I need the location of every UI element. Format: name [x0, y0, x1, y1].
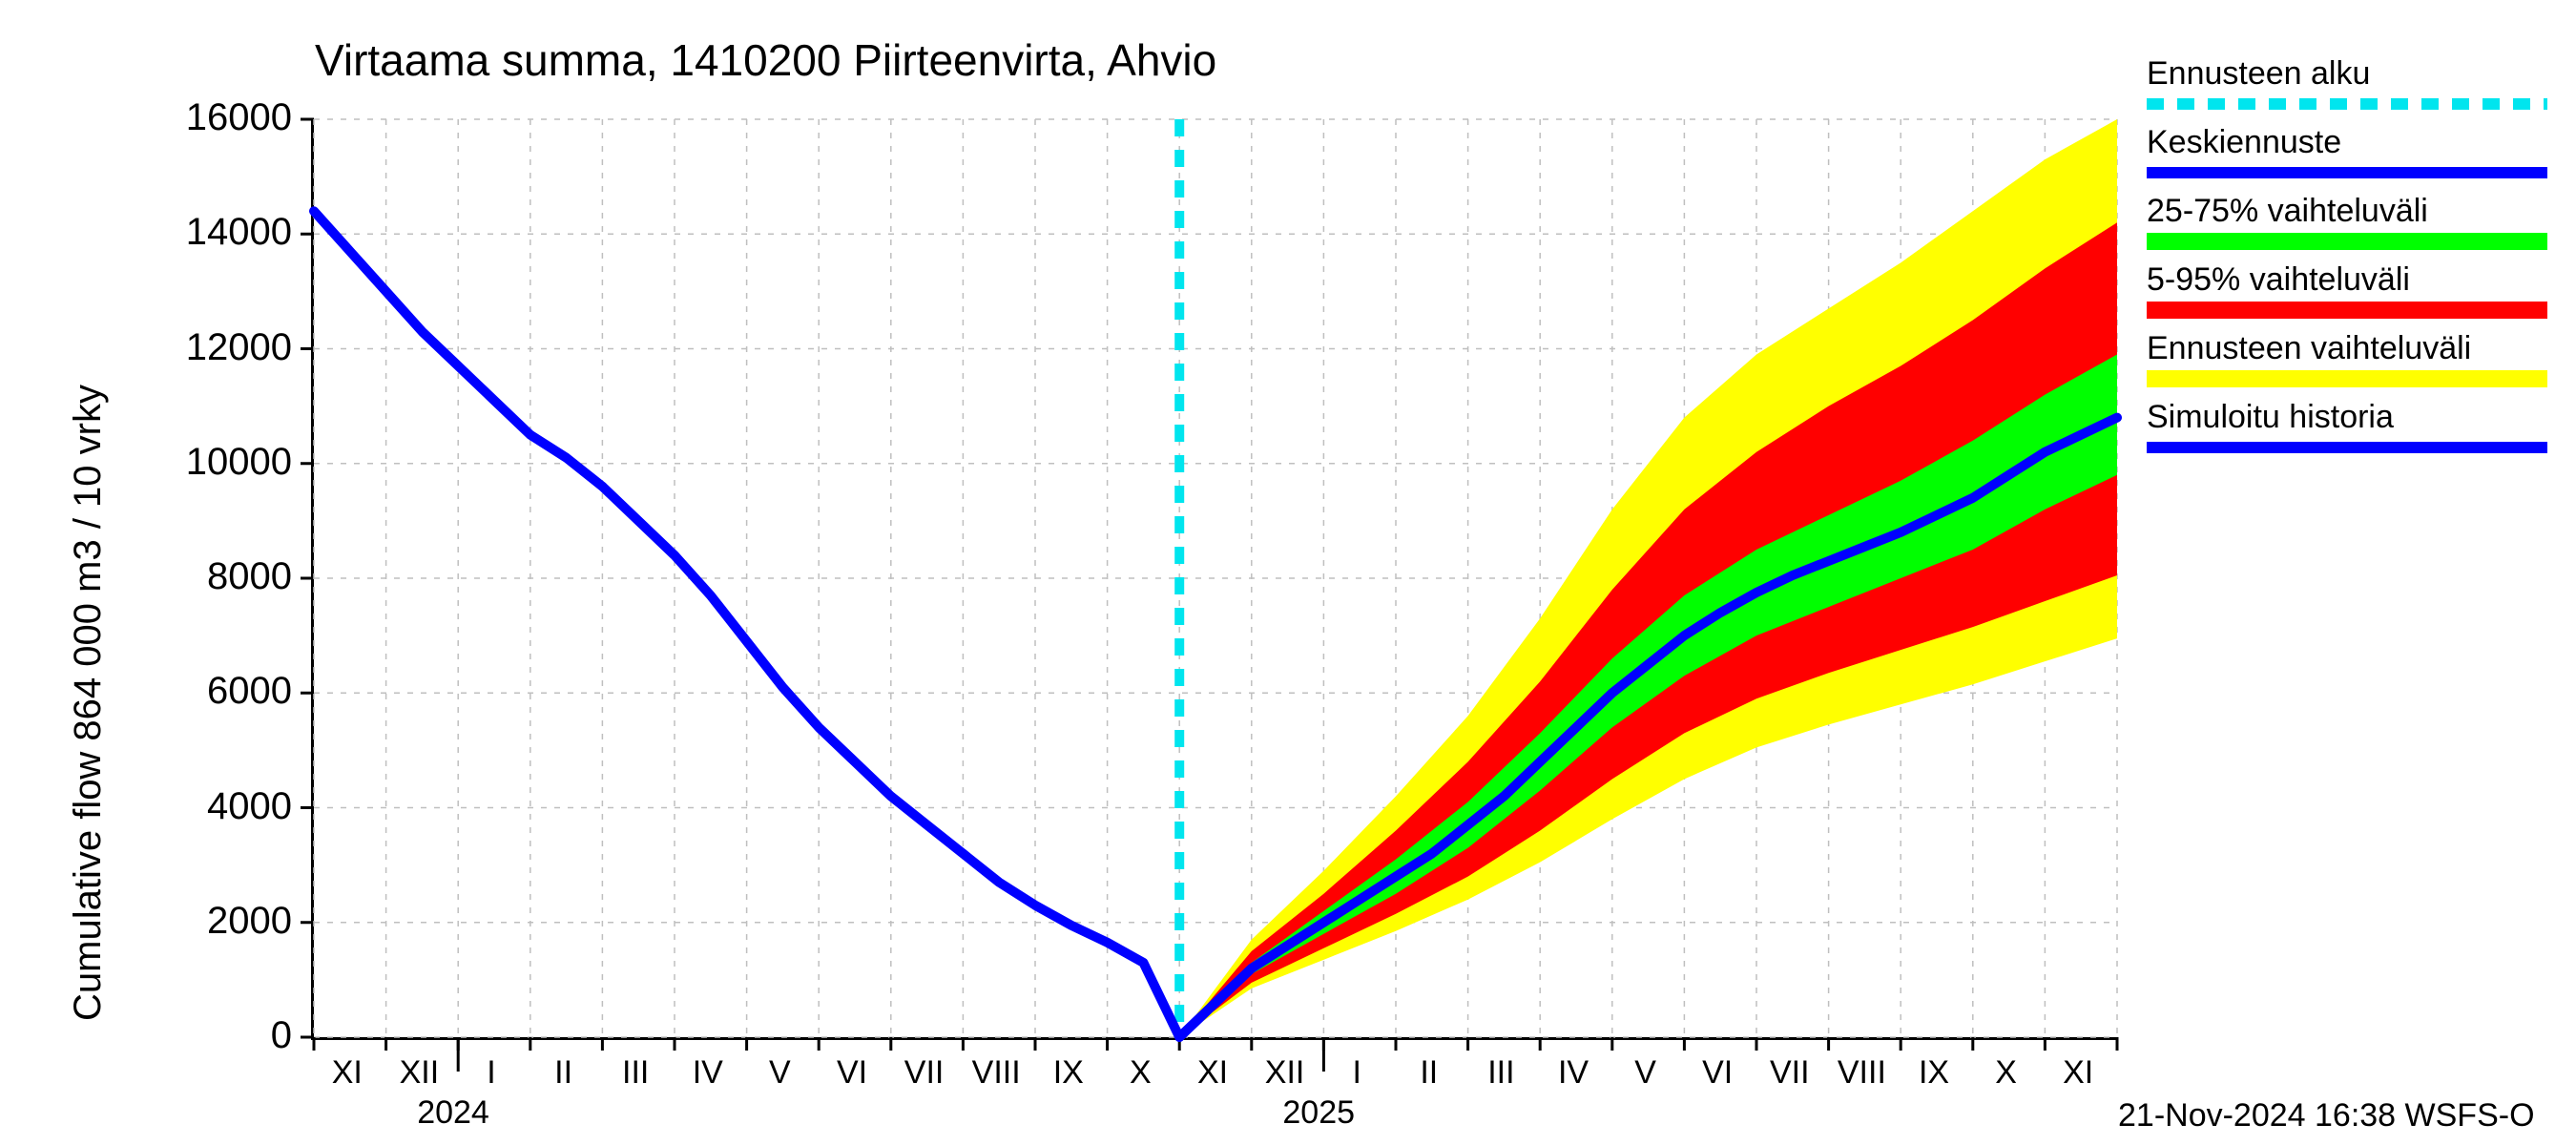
x-tick-label: IX: [1896, 1054, 1972, 1092]
x-tick-label: VIII: [1823, 1054, 1900, 1092]
x-tick-label: IX: [1030, 1054, 1107, 1092]
y-tick-label: 16000: [158, 96, 292, 139]
x-tick-label: I: [1319, 1054, 1395, 1092]
legend-swatch: [2147, 442, 2547, 453]
x-tick-label: X: [1968, 1054, 2045, 1092]
y-tick-label: 8000: [158, 555, 292, 598]
x-tick-label: III: [1463, 1054, 1539, 1092]
x-tick-label: XI: [309, 1054, 385, 1092]
x-tick-label: VIII: [958, 1054, 1034, 1092]
legend-item: 25-75% vaihteluväli: [2147, 193, 2557, 261]
x-tick-label: II: [1391, 1054, 1467, 1092]
legend-item: Ennusteen alku: [2147, 55, 2557, 124]
chart-title: Virtaama summa, 1410200 Piirteenvirta, A…: [315, 34, 1216, 86]
x-tick-label: VI: [1679, 1054, 1755, 1092]
x-tick-label: X: [1102, 1054, 1178, 1092]
legend-item: 5-95% vaihteluväli: [2147, 261, 2557, 330]
y-tick-label: 10000: [158, 441, 292, 484]
legend-label: Keskiennuste: [2147, 124, 2341, 161]
legend-label: Ennusteen vaihteluväli: [2147, 330, 2471, 367]
plot-svg: [314, 119, 2117, 1037]
chart-container: Virtaama summa, 1410200 Piirteenvirta, A…: [0, 0, 2576, 1145]
x-tick-label: XI: [1174, 1054, 1251, 1092]
x-tick-label: VII: [1752, 1054, 1828, 1092]
x-tick-label: I: [453, 1054, 530, 1092]
legend-swatch: [2147, 233, 2547, 250]
legend-item: Keskiennuste: [2147, 124, 2557, 193]
y-tick-label: 0: [158, 1014, 292, 1057]
legend: Ennusteen alku Keskiennuste 25-75% vaihtel…: [2147, 55, 2557, 468]
x-tick-label: IV: [1535, 1054, 1611, 1092]
legend-swatch: [2147, 98, 2547, 110]
x-tick-label: VII: [886, 1054, 963, 1092]
x-tick-label: XII: [1247, 1054, 1323, 1092]
legend-label: Ennusteen alku: [2147, 55, 2370, 93]
legend-swatch: [2147, 302, 2547, 319]
y-tick-label: 4000: [158, 785, 292, 828]
y-tick-label: 12000: [158, 326, 292, 369]
legend-swatch: [2147, 167, 2547, 178]
x-year-label: 2025: [1282, 1094, 1355, 1132]
x-tick-label: VI: [814, 1054, 890, 1092]
legend-item: Ennusteen vaihteluväli: [2147, 330, 2557, 399]
legend-item: Simuloitu historia: [2147, 399, 2557, 468]
x-tick-label: XI: [2040, 1054, 2116, 1092]
legend-swatch: [2147, 370, 2547, 387]
x-tick-label: IV: [670, 1054, 746, 1092]
legend-label: 25-75% vaihteluväli: [2147, 193, 2428, 230]
y-tick-label: 14000: [158, 211, 292, 254]
y-tick-label: 2000: [158, 900, 292, 943]
y-axis-label: Cumulative flow 864 000 m3 / 10 vrky: [67, 385, 110, 1021]
legend-label: 5-95% vaihteluväli: [2147, 261, 2410, 299]
y-tick-label: 6000: [158, 670, 292, 713]
legend-label: Simuloitu historia: [2147, 399, 2394, 436]
x-year-label: 2024: [417, 1094, 489, 1132]
x-tick-label: V: [741, 1054, 818, 1092]
plot-area: [311, 119, 2117, 1040]
x-tick-label: V: [1608, 1054, 1684, 1092]
x-tick-label: II: [526, 1054, 602, 1092]
footer-timestamp: 21-Nov-2024 16:38 WSFS-O: [2118, 1097, 2535, 1135]
x-tick-label: III: [597, 1054, 674, 1092]
x-tick-label: XII: [381, 1054, 457, 1092]
